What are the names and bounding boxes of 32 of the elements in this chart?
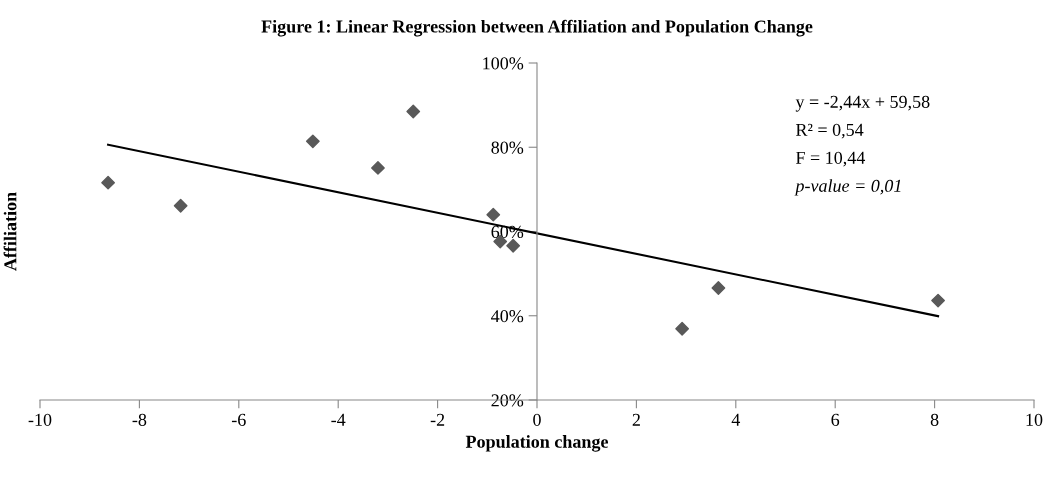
point <box>305 134 320 149</box>
x-tick-label: 10 <box>1026 413 1043 426</box>
x-tick-label: 8 <box>930 413 939 426</box>
point <box>371 160 385 175</box>
x-tick-label: 2 <box>632 413 640 426</box>
point <box>711 281 726 295</box>
x-tick-label: -10 <box>28 413 52 426</box>
x-axis-title: Population change <box>465 435 609 452</box>
point <box>173 198 188 213</box>
point <box>101 175 115 190</box>
point <box>675 321 690 336</box>
chart-title: Figure 1: Linear Regression between Affiliation and Population Change <box>261 19 813 37</box>
annotation: R² = 0,54 <box>795 123 864 139</box>
point <box>931 293 945 308</box>
x-tick-label: -2 <box>430 413 445 426</box>
y-tick-label: 100% <box>483 57 524 70</box>
x-tick-label: -8 <box>132 413 147 426</box>
y-tick-label: 80% <box>491 141 524 154</box>
annotation: p-value = 0,01 <box>794 179 901 196</box>
point <box>506 238 521 253</box>
y-tick-label: 40% <box>491 310 524 323</box>
x-tick-label: 6 <box>831 413 840 426</box>
point <box>406 104 421 119</box>
annotation: y = -2,44x + 59,58 <box>795 95 930 112</box>
x-tick-label: 0 <box>533 413 541 426</box>
point <box>486 207 501 222</box>
x-tick-label: -6 <box>231 413 246 426</box>
y-axis-title: Affiliation <box>3 192 17 271</box>
annotation: F = 10,44 <box>795 151 866 167</box>
y-tick-label: 20% <box>491 394 524 407</box>
x-tick-label: -4 <box>331 413 346 426</box>
x-tick-label: 4 <box>731 413 741 426</box>
